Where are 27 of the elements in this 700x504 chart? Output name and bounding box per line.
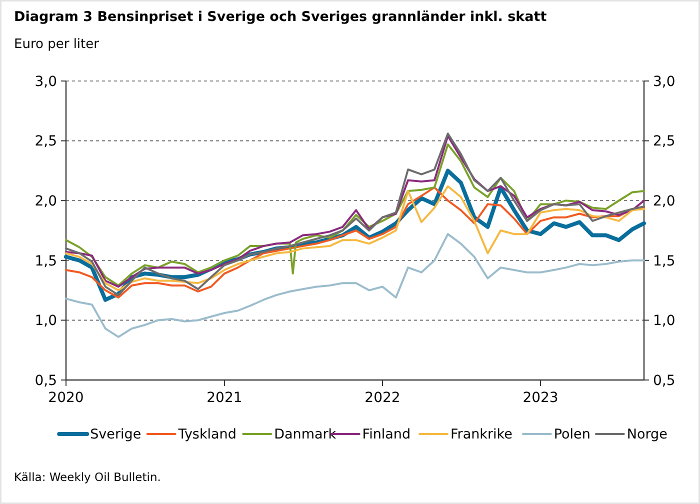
y2-tick-label: 1,5	[653, 253, 676, 270]
y-tick-label: 2,5	[34, 134, 57, 150]
text: Källa: Weekly Oil Bulletin.	[14, 470, 161, 484]
y-tick-label: 1,0	[34, 313, 57, 330]
legend-label: Tyskland	[177, 426, 236, 443]
legend-label: Frankrike	[450, 426, 512, 443]
x-tick-label: 2023	[522, 390, 558, 406]
legend-label: Polen	[554, 426, 590, 443]
x-tick-label: 2022	[364, 390, 400, 406]
legend-label: Sverige	[90, 426, 142, 443]
chart-title: Diagram 3 Bensinpriset i Sverige och Sveriges grannländer inkl. skatt	[14, 9, 548, 25]
legend-label: Danmark	[274, 426, 336, 443]
line-series	[65, 233, 645, 338]
y-tick-label: 1,5	[34, 253, 57, 270]
y2-tick-label: 2,5	[653, 134, 676, 150]
x-tick-label: 2021	[206, 390, 242, 406]
x-tick-label: 2020	[48, 390, 84, 406]
y2-tick-label: 1,0	[653, 313, 676, 330]
y2-tick-label: 0,5	[653, 372, 676, 389]
y2-tick-label: 3,0	[653, 74, 676, 90]
y-tick-label: 3,0	[34, 74, 57, 90]
y2-tick-label: 2,0	[653, 194, 676, 210]
y-tick-label: 0,5	[34, 372, 57, 389]
legend-label: Norge	[626, 426, 668, 443]
chart-subtitle: Euro per liter	[14, 37, 100, 52]
legend-label: Finland	[362, 426, 411, 443]
y-tick-label: 2,0	[34, 194, 57, 210]
